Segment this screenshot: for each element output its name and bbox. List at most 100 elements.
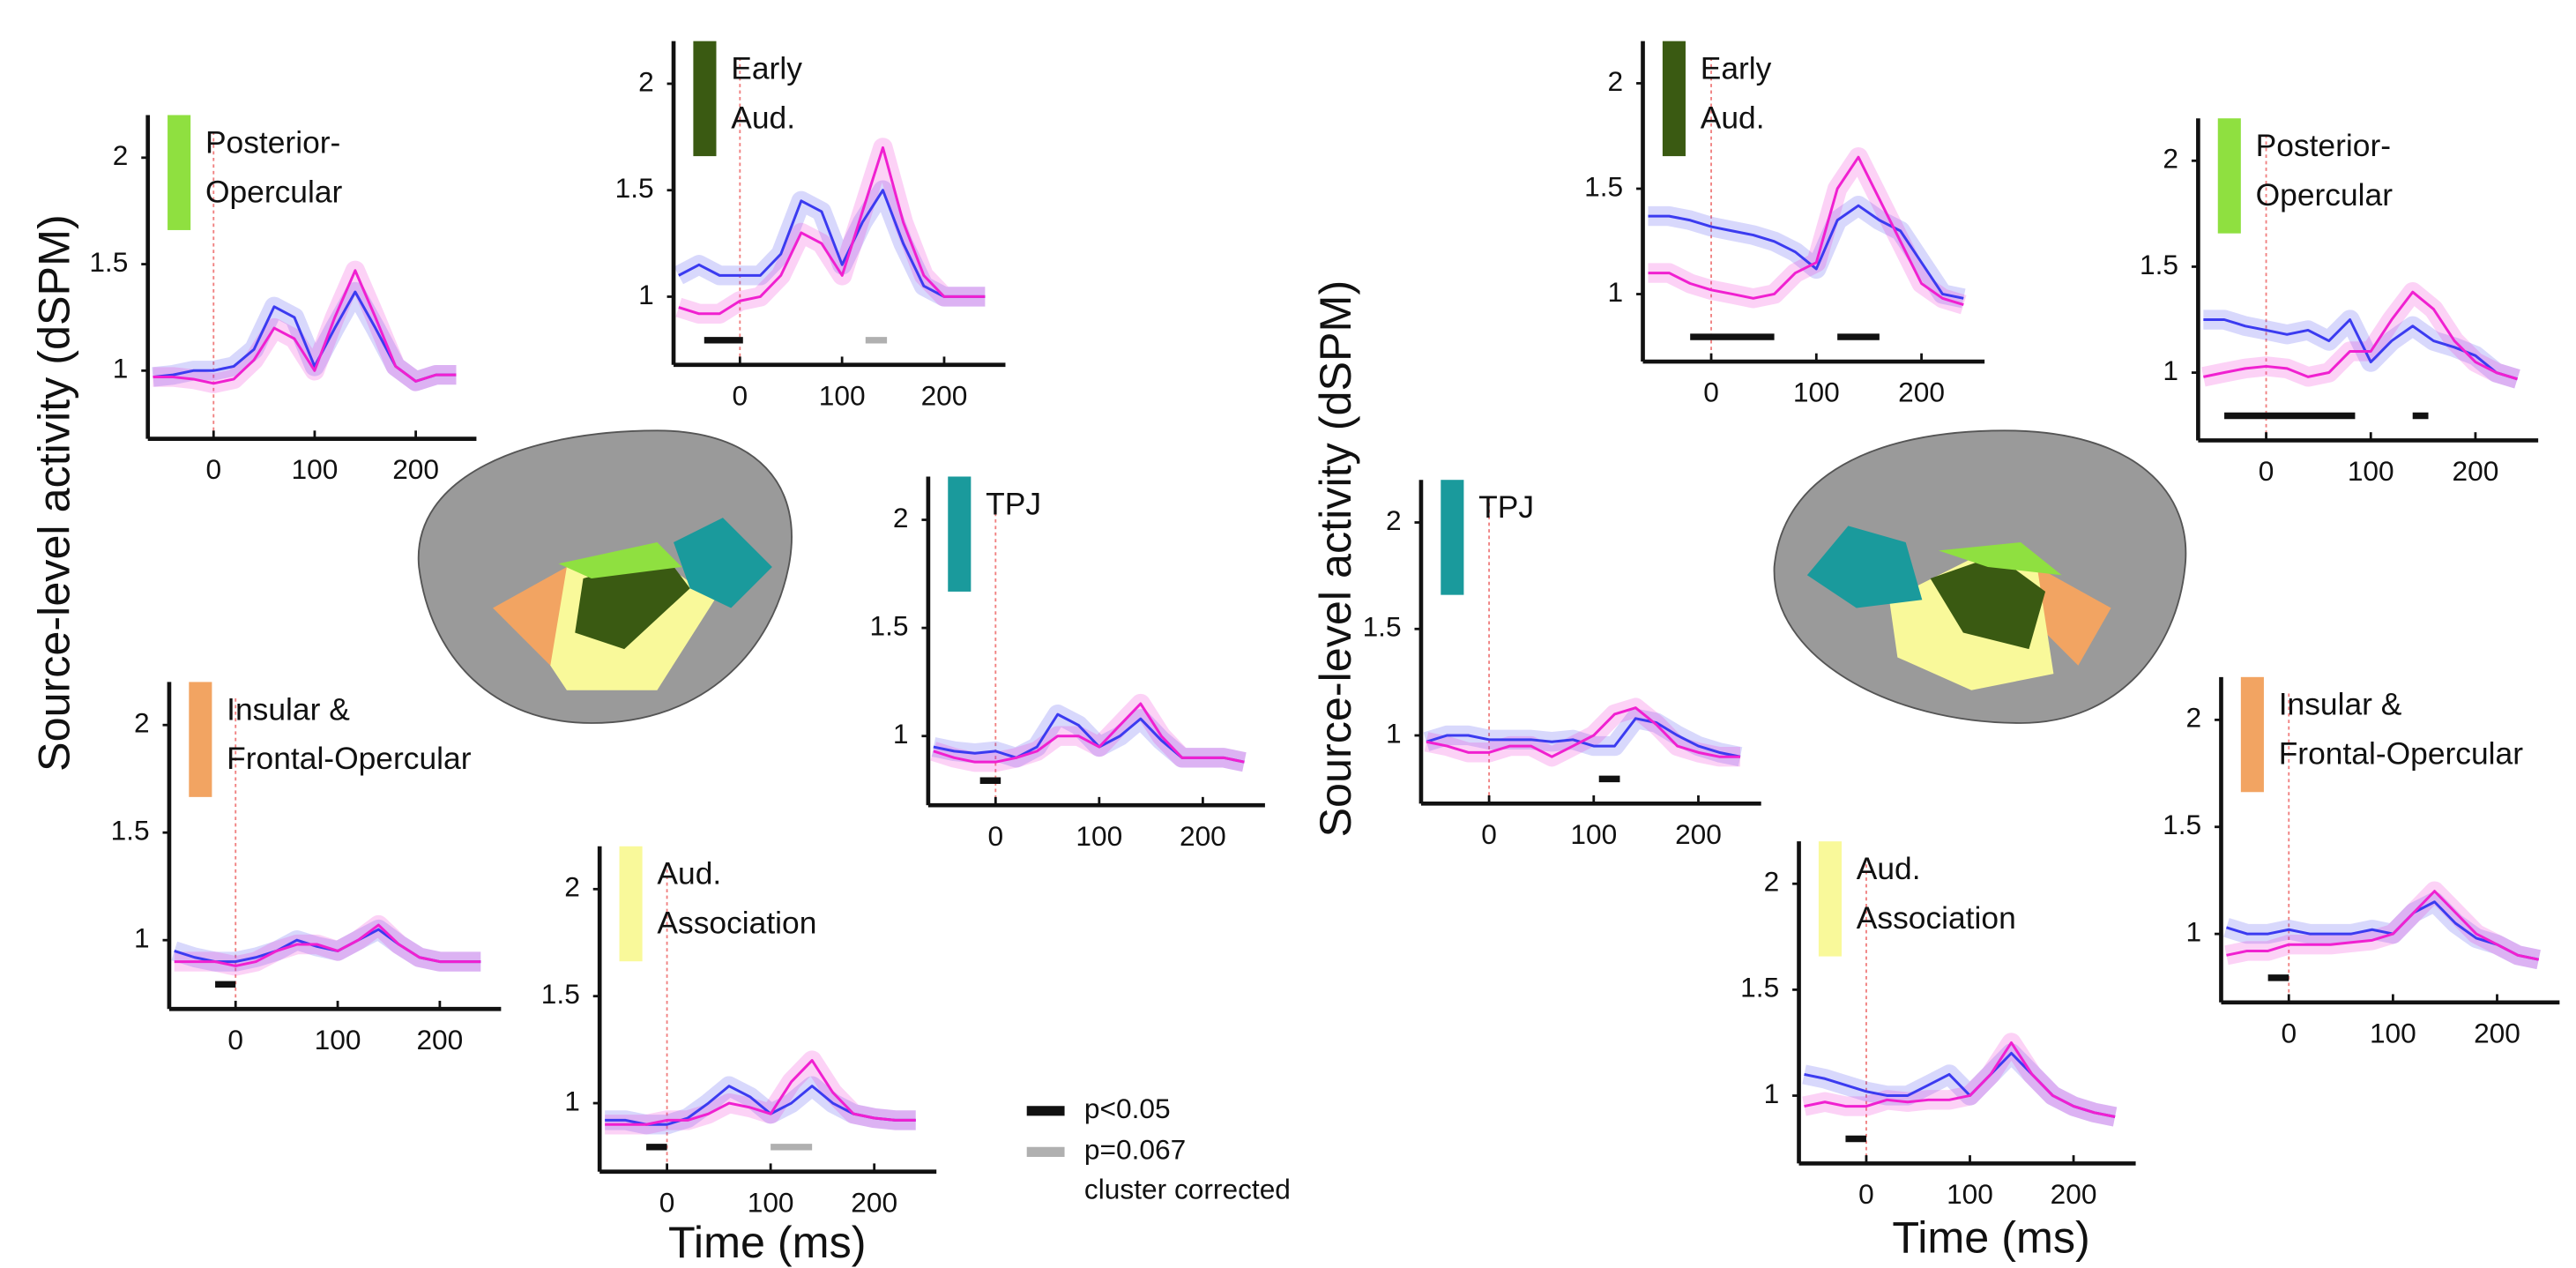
- panel-label: TPJ: [986, 486, 1041, 521]
- series-line: [1426, 706, 1741, 758]
- x-tick-label: 100: [1947, 1178, 1993, 1210]
- x-tick-label: 0: [659, 1186, 675, 1218]
- x-tick-label: 100: [292, 453, 339, 485]
- panel-label: Early: [1701, 51, 1772, 86]
- series-line: [605, 1059, 916, 1126]
- series-line: [933, 702, 1245, 764]
- series-line: [2226, 890, 2539, 961]
- x-axis-label: Time (ms): [1892, 1212, 2089, 1262]
- y-tick-label: 1: [1764, 1078, 1780, 1109]
- region-swatch: [168, 115, 191, 230]
- x-tick-label: 100: [1793, 377, 1840, 408]
- y-tick-label: 1.5: [1740, 972, 1779, 1003]
- y-tick-label: 2: [893, 502, 909, 533]
- panel-label: Early: [731, 51, 802, 86]
- x-tick-label: 200: [1675, 818, 1722, 850]
- series-line: [1648, 155, 1964, 306]
- y-tick-label: 2: [134, 707, 150, 739]
- x-tick-label: 200: [2453, 455, 2499, 487]
- x-tick-label: 0: [2259, 455, 2274, 487]
- y-tick-label: 1.5: [1584, 170, 1623, 202]
- x-tick-label: 200: [2474, 1017, 2520, 1048]
- region-swatch: [948, 476, 972, 592]
- y-tick-label: 2: [2163, 143, 2178, 175]
- x-tick-label: 200: [416, 1024, 463, 1055]
- x-tick-label: 0: [1481, 818, 1497, 850]
- series-line: [1648, 204, 1964, 300]
- x-tick-label: 0: [205, 453, 221, 485]
- panel: 1 1.5 2 0 100 200 Insular & Frontal-Opercular: [2163, 676, 2560, 1048]
- y-axis-label: Source-level activity (dSPM): [1310, 280, 1360, 838]
- x-tick-label: 200: [1180, 820, 1226, 852]
- region-swatch: [1662, 41, 1686, 157]
- panel-label: Opercular: [2256, 177, 2394, 213]
- y-tick-label: 1: [564, 1085, 580, 1116]
- series-line: [2203, 290, 2518, 381]
- panel-label: Aud.: [1857, 851, 1921, 886]
- brain-left: [417, 429, 793, 724]
- panel-label: TPJ: [1478, 489, 1534, 525]
- panel: 1 1.5 2 0 100 200 TPJ: [1363, 480, 1761, 850]
- x-tick-label: 0: [1703, 377, 1719, 408]
- x-tick-label: 100: [748, 1186, 794, 1218]
- y-tick-label: 1.5: [1363, 611, 1402, 643]
- panel-label: Association: [657, 906, 816, 941]
- x-tick-label: 200: [392, 453, 439, 485]
- series-line: [153, 269, 457, 385]
- series-line: [1804, 1041, 2116, 1118]
- series-line: [678, 189, 986, 298]
- y-tick-label: 2: [564, 871, 580, 903]
- x-tick-label: 200: [1898, 377, 1945, 408]
- panel: 1 1.5 2 0 100 200 Insular & Frontal-Opercular: [111, 682, 502, 1055]
- panel-label: Insular &: [2279, 687, 2402, 722]
- region-swatch: [693, 41, 717, 157]
- y-tick-label: 1.5: [2140, 249, 2178, 280]
- series-line: [1426, 717, 1741, 758]
- x-axis-label: Time (ms): [668, 1217, 866, 1267]
- panel: 1 1.5 2 0 100 200 Early Aud.: [1584, 41, 1985, 408]
- x-tick-label: 0: [733, 379, 748, 411]
- x-tick-label: 200: [921, 379, 968, 411]
- y-tick-label: 2: [2186, 702, 2202, 734]
- panel-label: Association: [1857, 900, 2016, 936]
- legend-label: p=0.067: [1084, 1134, 1186, 1166]
- x-tick-label: 200: [851, 1186, 897, 1218]
- y-tick-label: 1.5: [870, 609, 909, 641]
- panel-label: Posterior-: [205, 124, 340, 160]
- y-tick-label: 2: [1386, 504, 1402, 536]
- region-swatch: [189, 682, 212, 797]
- panel: 1 1.5 2 0 100 200 Aud. Association: [1740, 841, 2136, 1210]
- x-tick-label: 0: [227, 1024, 243, 1055]
- panel-label: Aud.: [731, 100, 795, 135]
- x-tick-label: 100: [819, 379, 866, 411]
- panel-label: Frontal-Opercular: [2279, 736, 2524, 772]
- x-tick-label: 100: [1570, 818, 1617, 850]
- y-tick-label: 1: [1608, 276, 1624, 308]
- region-swatch: [619, 846, 643, 962]
- panel-label: Frontal-Opercular: [227, 741, 472, 776]
- y-tick-label: 1: [893, 718, 909, 750]
- error-band: [605, 1050, 916, 1135]
- legend-label: p<0.05: [1084, 1093, 1171, 1124]
- y-tick-label: 1: [638, 279, 654, 310]
- x-tick-label: 0: [2281, 1017, 2297, 1048]
- x-tick-label: 100: [315, 1024, 361, 1055]
- y-tick-label: 2: [1608, 65, 1624, 97]
- panel: 1 1.5 2 0 100 200 Posterior- Opercular: [89, 115, 477, 485]
- y-tick-label: 1: [134, 922, 150, 954]
- y-tick-label: 2: [113, 139, 129, 171]
- panel-label: Aud.: [657, 856, 721, 891]
- y-tick-label: 2: [638, 65, 654, 97]
- region-swatch: [1818, 841, 1843, 957]
- series-line: [678, 145, 986, 316]
- panel-label: Aud.: [1701, 100, 1765, 135]
- y-tick-label: 2: [1764, 866, 1780, 898]
- y-axis-label: Source-level activity (dSPM): [29, 214, 79, 772]
- legend-note: cluster corrected: [1084, 1173, 1291, 1205]
- x-tick-label: 100: [2370, 1017, 2416, 1048]
- region-swatch: [2217, 118, 2241, 234]
- x-tick-label: 200: [2051, 1178, 2097, 1210]
- region-swatch: [2240, 676, 2264, 793]
- x-tick-label: 0: [1858, 1178, 1874, 1210]
